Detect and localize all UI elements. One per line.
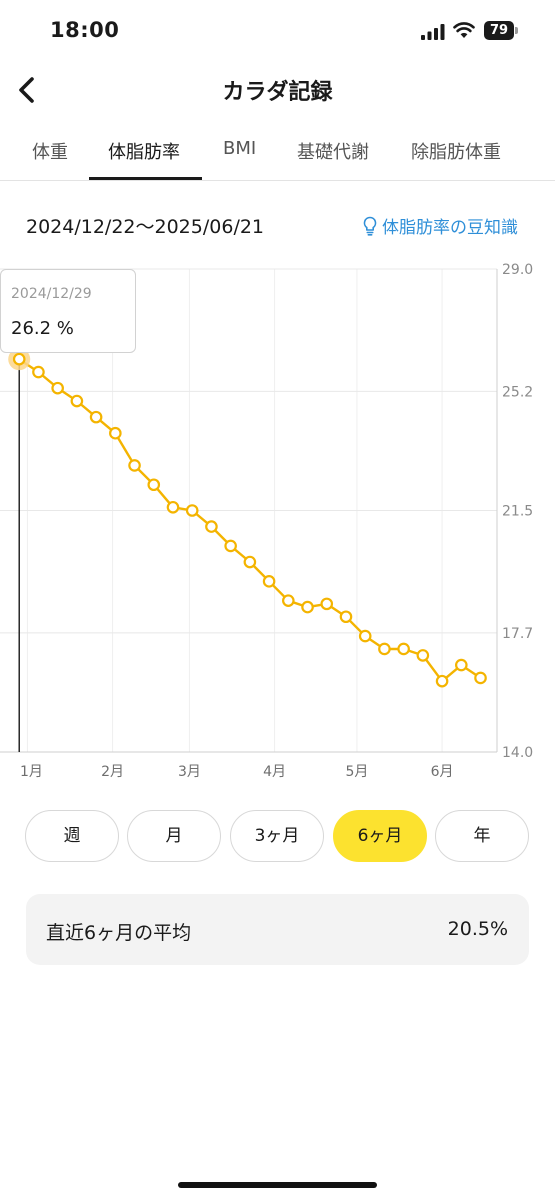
period-3-months-button[interactable]: 3ヶ月: [230, 810, 324, 862]
lightbulb-icon: [363, 216, 377, 236]
home-indicator: [178, 1182, 377, 1188]
page-title: カラダ記録: [222, 80, 333, 105]
tab-lean-body-mass[interactable]: 除脂肪体重: [411, 142, 501, 163]
data-point: [320, 597, 334, 611]
data-point: [301, 600, 314, 614]
average-label: 直近6ヶ月の平均: [46, 922, 192, 944]
data-point: [358, 629, 372, 643]
period-month-button[interactable]: 月: [127, 810, 221, 862]
tips-link-label: 体脂肪率の豆知識: [382, 218, 518, 238]
body-fat-tips-link[interactable]: 体脂肪率の豆知識: [362, 213, 518, 238]
data-point: [262, 575, 276, 588]
average-value: 20.5%: [447, 918, 508, 940]
tab-bmi[interactable]: BMI: [223, 138, 257, 159]
x-tick-label: 1月: [20, 764, 43, 780]
data-point: [70, 394, 84, 408]
battery-icon: 79: [484, 21, 514, 40]
x-tick-label: 5月: [346, 764, 369, 780]
status-time: 18:00: [50, 18, 120, 42]
data-point: [166, 500, 180, 514]
average-card: 直近6ヶ月の平均 20.5%: [26, 894, 529, 965]
cellular-signal-icon: [421, 24, 445, 40]
period-6-months-button[interactable]: 6ヶ月: [333, 810, 427, 862]
data-point: [224, 539, 237, 553]
active-tab-indicator: [89, 177, 202, 180]
data-point: [12, 352, 26, 366]
chart-tooltip: 2024/12/29 26.2 %: [0, 269, 136, 353]
data-point: [205, 520, 218, 533]
y-tick-label: 21.5: [502, 504, 533, 520]
x-tick-label: 6月: [431, 764, 454, 780]
data-point: [243, 555, 257, 569]
metric-tabs: 体重 体脂肪率 BMI 基礎代謝 除脂肪体重: [0, 124, 555, 181]
nav-bar: カラダ記録: [0, 62, 555, 118]
y-tick-label: 25.2: [502, 384, 533, 400]
data-point: [455, 658, 468, 672]
data-point: [339, 610, 353, 624]
tab-body-fat[interactable]: 体脂肪率: [108, 142, 180, 163]
tooltip-date: 2024/12/29: [11, 286, 92, 302]
data-point: [128, 459, 141, 472]
y-tick-label: 17.7: [502, 626, 533, 642]
data-point: [147, 478, 161, 492]
data-point: [32, 365, 45, 379]
body-fat-chart[interactable]: 29.0 25.2 21.5 17.7 14.0 1月 2月 3月 4月 5月 6月: [0, 255, 555, 795]
data-point: [109, 426, 122, 440]
data-point: [435, 674, 449, 688]
data-point: [378, 642, 391, 656]
y-tick-label: 14.0: [502, 745, 533, 761]
data-point: [282, 594, 295, 607]
data-point: [474, 671, 487, 685]
period-year-button[interactable]: 年: [435, 810, 529, 862]
x-tick-label: 3月: [178, 764, 201, 780]
battery-cap: [515, 27, 518, 34]
data-point: [89, 410, 103, 424]
tooltip-value: 26.2 %: [11, 318, 74, 339]
data-point: [51, 381, 64, 395]
y-tick-label: 29.0: [502, 262, 533, 278]
x-tick-label: 2月: [101, 764, 124, 780]
tab-weight[interactable]: 体重: [32, 142, 68, 163]
back-arrow-icon[interactable]: [10, 72, 46, 108]
status-bar: 18:00 79: [0, 0, 555, 62]
data-point: [397, 642, 410, 656]
line-chart[interactable]: 29.0 25.2 21.5 17.7 14.0 1月 2月 3月 4月 5月 6月: [0, 255, 555, 795]
wifi-icon: [453, 22, 475, 38]
data-point: [416, 649, 430, 662]
period-week-button[interactable]: 週: [25, 810, 119, 862]
tab-basal-metabolism[interactable]: 基礎代謝: [297, 142, 369, 163]
date-range: 2024/12/22〜2025/06/21: [26, 216, 265, 238]
data-point: [185, 504, 199, 517]
x-tick-label: 4月: [263, 764, 286, 780]
